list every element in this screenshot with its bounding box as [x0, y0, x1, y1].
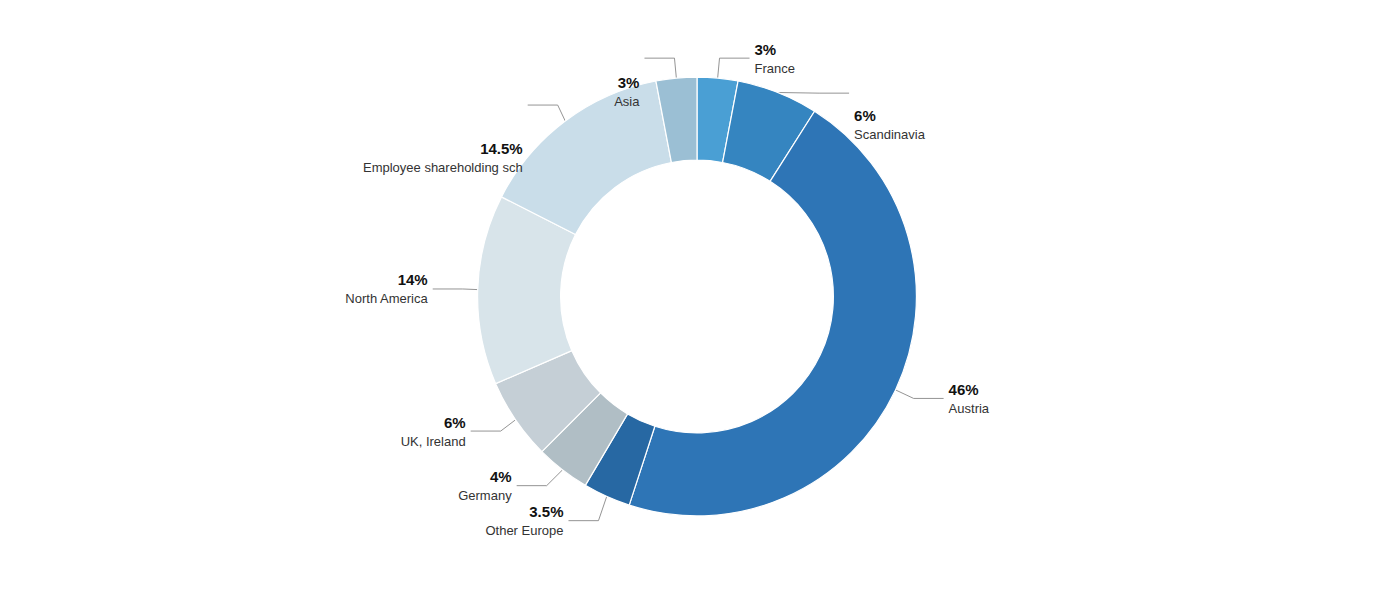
svg-text:4%: 4%	[490, 468, 512, 485]
svg-text:14%: 14%	[398, 271, 428, 288]
svg-text:Germany: Germany	[458, 488, 512, 503]
svg-text:Austria: Austria	[949, 401, 990, 416]
svg-text:France: France	[755, 61, 795, 76]
svg-text:3.5%: 3.5%	[529, 503, 563, 520]
svg-text:6%: 6%	[444, 414, 466, 431]
svg-text:46%: 46%	[949, 381, 979, 398]
svg-text:6%: 6%	[854, 107, 876, 124]
svg-text:Scandinavia: Scandinavia	[854, 127, 926, 142]
svg-text:3%: 3%	[755, 41, 777, 58]
svg-text:Employee shareholding sch: Employee shareholding sch	[363, 160, 523, 175]
svg-text:Asia: Asia	[614, 94, 640, 109]
svg-text:14.5%: 14.5%	[480, 140, 523, 157]
svg-text:Other Europe: Other Europe	[485, 523, 563, 538]
svg-text:3%: 3%	[618, 74, 640, 91]
svg-text:UK, Ireland: UK, Ireland	[401, 434, 466, 449]
svg-text:North America: North America	[345, 291, 428, 306]
